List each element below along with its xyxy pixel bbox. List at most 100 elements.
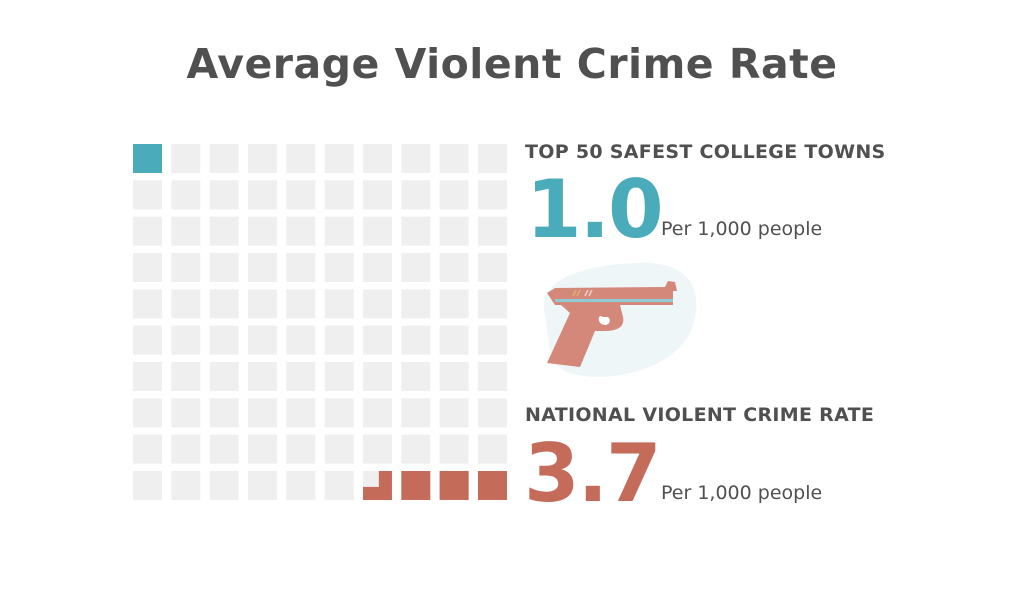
waffle-cell — [171, 252, 201, 282]
waffle-cell — [247, 398, 277, 428]
waffle-cell — [362, 398, 392, 428]
waffle-cell — [401, 289, 431, 319]
handgun-icon — [543, 262, 697, 377]
waffle-cell — [439, 434, 469, 464]
waffle-cell — [133, 398, 162, 428]
waffle-cell — [209, 398, 239, 428]
waffle-cell — [324, 252, 354, 282]
waffle-cell — [286, 470, 316, 500]
waffle-cell — [324, 398, 354, 428]
waffle-cell — [362, 216, 392, 246]
waffle-cell — [133, 325, 162, 355]
waffle-cell — [286, 144, 316, 173]
waffle-cell — [171, 325, 201, 355]
waffle-cell — [362, 144, 392, 173]
waffle-cell — [324, 470, 354, 500]
chart-title: Average Violent Crime Rate — [186, 40, 838, 88]
waffle-cell — [286, 180, 316, 210]
waffle-cell-filled — [477, 470, 507, 500]
safest-towns-unit: Per 1,000 people — [661, 218, 823, 240]
waffle-cell — [324, 289, 354, 319]
waffle-cell — [477, 434, 507, 464]
waffle-cell — [247, 144, 277, 173]
waffle-cell — [401, 216, 431, 246]
waffle-cell — [401, 252, 431, 282]
waffle-cell — [477, 144, 507, 173]
waffle-cell — [209, 180, 239, 210]
waffle-cell — [401, 144, 431, 173]
waffle-cell — [286, 252, 316, 282]
waffle-cell — [401, 325, 431, 355]
waffle-cell — [247, 216, 277, 246]
waffle-cell — [171, 180, 201, 210]
waffle-cell — [133, 216, 162, 246]
waffle-cell — [324, 144, 354, 173]
waffle-cell — [247, 434, 277, 464]
waffle-cell — [247, 361, 277, 391]
waffle-cell — [247, 325, 277, 355]
waffle-cell — [133, 289, 162, 319]
waffle-cell — [439, 144, 469, 173]
waffle-cell — [477, 289, 507, 319]
waffle-cell — [362, 289, 392, 319]
waffle-cell-filled — [401, 470, 431, 500]
waffle-cell — [133, 434, 162, 464]
waffle-cell — [247, 252, 277, 282]
waffle-cell — [133, 470, 162, 500]
waffle-cell — [401, 361, 431, 391]
waffle-cell — [477, 252, 507, 282]
waffle-cell — [286, 289, 316, 319]
waffle-cell — [286, 216, 316, 246]
waffle-cell — [362, 325, 392, 355]
waffle-cell — [209, 325, 239, 355]
waffle-cell — [171, 361, 201, 391]
waffle-cell — [324, 216, 354, 246]
waffle-cell — [324, 434, 354, 464]
waffle-cell — [247, 180, 277, 210]
waffle-cell — [209, 470, 239, 500]
waffle-cell — [171, 470, 201, 500]
waffle-cell-partial — [362, 470, 392, 500]
waffle-cell — [477, 398, 507, 428]
waffle-cell — [477, 361, 507, 391]
national-rate-label: NATIONAL VIOLENT CRIME RATE — [525, 404, 875, 426]
waffle-cell — [362, 434, 392, 464]
waffle-cell — [401, 398, 431, 428]
waffle-cell — [477, 180, 507, 210]
waffle-cell — [362, 180, 392, 210]
waffle-cell — [209, 252, 239, 282]
safest-towns-value: 1.0 — [526, 163, 664, 256]
waffle-cell — [133, 180, 162, 210]
waffle-cell — [477, 216, 507, 246]
waffle-cell — [247, 289, 277, 319]
waffle-cell — [439, 325, 469, 355]
national-rate-unit: Per 1,000 people — [661, 482, 823, 504]
waffle-cell — [247, 470, 277, 500]
waffle-cell — [439, 289, 469, 319]
waffle-cell — [362, 361, 392, 391]
waffle-cell — [286, 325, 316, 355]
waffle-cell-filled — [133, 144, 162, 173]
waffle-cell — [362, 252, 392, 282]
safest-towns-label: TOP 50 SAFEST COLLEGE TOWNS — [525, 141, 886, 163]
waffle-cell — [286, 398, 316, 428]
waffle-cell — [439, 180, 469, 210]
waffle-cell — [133, 361, 162, 391]
waffle-cell — [324, 361, 354, 391]
waffle-cell — [171, 434, 201, 464]
waffle-cell-filled — [439, 470, 469, 500]
waffle-cell — [209, 289, 239, 319]
waffle-cell — [439, 398, 469, 428]
waffle-cell — [209, 361, 239, 391]
waffle-cell — [286, 434, 316, 464]
waffle-cell — [171, 289, 201, 319]
waffle-cell — [171, 398, 201, 428]
waffle-cell — [439, 252, 469, 282]
waffle-cell — [171, 216, 201, 246]
waffle-cell — [209, 434, 239, 464]
waffle-cell — [286, 361, 316, 391]
waffle-cell — [209, 216, 239, 246]
waffle-cell — [324, 180, 354, 210]
